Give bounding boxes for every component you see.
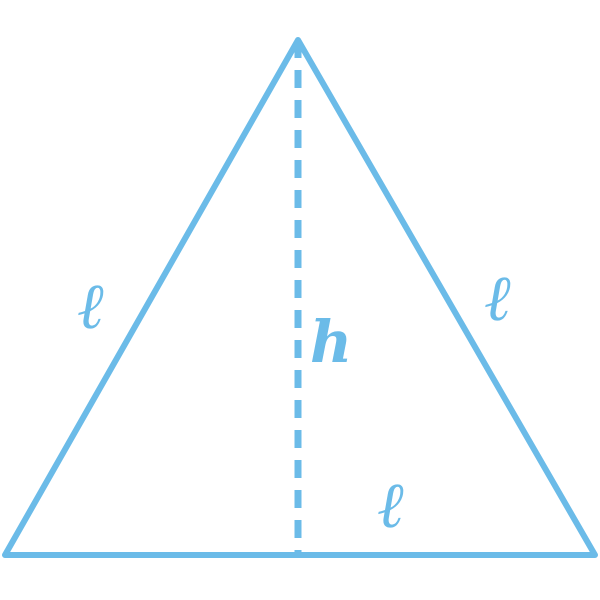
right-side-label: ℓ — [485, 261, 512, 336]
height-label: h — [310, 308, 352, 376]
base-side-label: ℓ — [378, 468, 405, 543]
left-side-label: ℓ — [78, 269, 105, 344]
